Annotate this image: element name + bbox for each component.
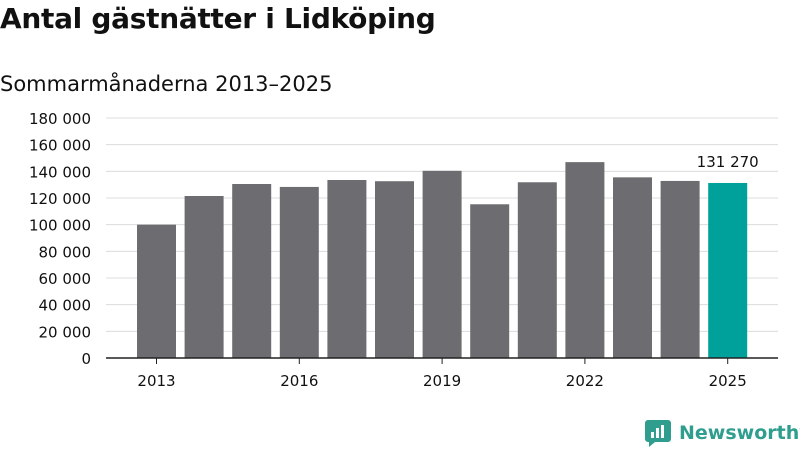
bar-2014	[184, 196, 224, 358]
bar-2016	[279, 186, 319, 358]
bars	[137, 162, 748, 358]
newsworthy-logo-icon	[645, 419, 671, 447]
bar-2017	[327, 180, 367, 358]
brand-logo: Newsworthy	[645, 419, 800, 447]
brand-name: Newsworthy	[679, 422, 800, 444]
annotations: 131 270	[697, 153, 759, 171]
y-tick-label: 140 000	[29, 163, 91, 181]
chart-subtitle: Sommarmånaderna 2013–2025	[0, 72, 333, 96]
y-tick-label: 60 000	[39, 270, 92, 288]
bar-2013	[137, 224, 176, 358]
y-tick-label: 160 000	[29, 137, 91, 155]
bar-2025	[708, 182, 748, 358]
y-tick-label: 80 000	[39, 243, 92, 261]
bar-value-label: 131 270	[697, 153, 759, 171]
bar-2023	[613, 177, 652, 358]
x-tick-label: 2025	[709, 372, 747, 390]
x-tick-label: 2016	[280, 372, 318, 390]
bar-2015	[232, 184, 272, 358]
bar-2022	[565, 162, 605, 358]
y-tick-label: 120 000	[29, 190, 91, 208]
y-tick-label: 100 000	[29, 217, 91, 235]
y-axis-ticks: 0 20 000 40 000 60 000 80 000 100 000 120 000 1…	[29, 110, 91, 368]
y-tick-label: 180 000	[29, 110, 91, 128]
bar-2020	[470, 204, 510, 358]
chart-title: Antal gästnätter i Lidköping	[0, 2, 436, 35]
bar-2019	[422, 170, 462, 358]
x-axis-ticks: 2013 2016 2019 2022 2025	[106, 357, 778, 390]
y-tick-label: 0	[81, 350, 91, 368]
y-tick-label: 20 000	[39, 323, 92, 341]
bar-2018	[375, 181, 414, 358]
x-tick-label: 2019	[423, 372, 461, 390]
y-tick-label: 40 000	[39, 297, 92, 315]
x-tick-label: 2022	[566, 372, 604, 390]
bar-2021	[517, 182, 557, 358]
x-tick-label: 2013	[137, 372, 175, 390]
bar-2024	[660, 180, 700, 358]
